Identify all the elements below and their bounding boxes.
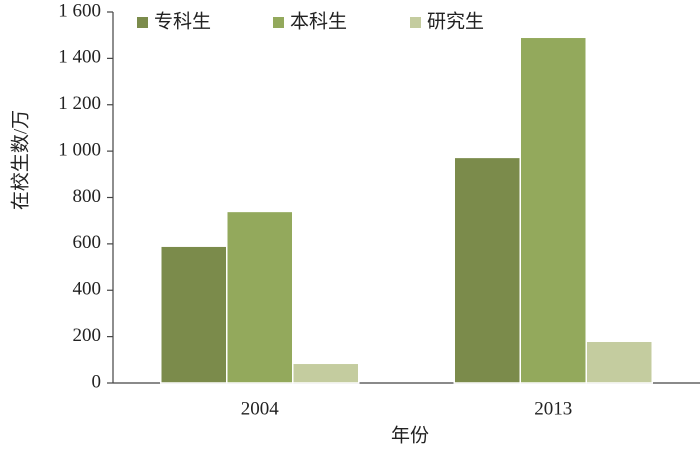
y-tick-label: 1 600 <box>58 0 101 21</box>
y-tick-label: 600 <box>73 232 102 253</box>
legend-label: 专科生 <box>154 10 211 32</box>
bar <box>453 156 521 384</box>
x-axis-label: 年份 <box>391 424 429 446</box>
bar <box>292 362 360 384</box>
y-tick-label: 400 <box>73 279 102 300</box>
y-tick-label: 200 <box>73 325 102 346</box>
y-tick-label: 0 <box>92 371 102 392</box>
y-tick-label: 1 200 <box>58 93 101 114</box>
y-tick-label: 1 000 <box>58 139 101 160</box>
legend-label: 本科生 <box>290 10 347 32</box>
legend-swatch <box>137 17 148 28</box>
y-tick-label: 800 <box>73 186 102 207</box>
bar <box>519 36 587 384</box>
legend-swatch <box>273 17 284 28</box>
bar <box>585 340 653 384</box>
y-tick-label: 1 400 <box>58 47 101 68</box>
legend-label: 研究生 <box>427 10 484 32</box>
bar <box>226 210 294 384</box>
legend-swatch <box>410 17 421 28</box>
bar <box>160 245 228 384</box>
x-tick-label: 2004 <box>241 398 280 419</box>
y-axis-label: 在校生数/万 <box>9 110 31 210</box>
x-tick-label: 2013 <box>534 398 572 419</box>
